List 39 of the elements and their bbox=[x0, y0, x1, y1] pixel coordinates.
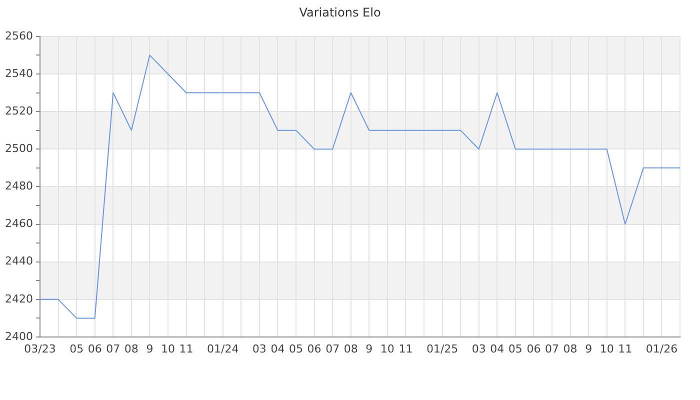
y-tick-label: 2440 bbox=[5, 254, 33, 268]
x-tick-label: 03/23 bbox=[24, 342, 56, 356]
x-tick-label: 08 bbox=[344, 342, 358, 356]
y-tick-label: 2500 bbox=[5, 142, 33, 155]
x-tick-label: 10 bbox=[161, 342, 175, 356]
x-tick-label: 11 bbox=[179, 342, 194, 356]
x-tick-label: 07 bbox=[326, 342, 340, 356]
x-tick-label: 11 bbox=[618, 342, 632, 356]
x-tick-label: 07 bbox=[545, 342, 559, 356]
x-tick-label: 04 bbox=[490, 342, 504, 356]
y-tick-label: 2520 bbox=[5, 104, 33, 118]
x-tick-label: 06 bbox=[88, 342, 102, 356]
x-tick-label: 9 bbox=[585, 342, 592, 356]
x-tick-label: 06 bbox=[307, 342, 322, 356]
x-tick-label: 01/24 bbox=[207, 342, 239, 356]
x-tick-label: 9 bbox=[146, 342, 154, 356]
x-tick-label: 10 bbox=[380, 342, 394, 356]
x-tick-label: 05 bbox=[289, 342, 303, 356]
x-tick-label: 10 bbox=[600, 342, 614, 356]
x-tick-label: 05 bbox=[508, 342, 522, 356]
x-tick-label: 04 bbox=[270, 342, 285, 356]
x-tick-label: 06 bbox=[526, 342, 541, 356]
x-tick-label: 01/25 bbox=[426, 342, 458, 356]
y-tick-label: 2480 bbox=[5, 180, 33, 193]
x-tick-label: 08 bbox=[124, 342, 138, 356]
x-tick-label: 01/26 bbox=[646, 342, 678, 356]
y-tick-label: 2560 bbox=[5, 29, 33, 42]
y-tick-label: 2400 bbox=[5, 330, 33, 343]
x-tick-label: 03 bbox=[252, 342, 266, 356]
y-tick-label: 2460 bbox=[5, 217, 33, 230]
chart-title: Variations Elo bbox=[299, 5, 381, 20]
x-tick-label: 07 bbox=[106, 342, 120, 356]
x-tick-label: 05 bbox=[70, 342, 84, 356]
y-tick-label: 2420 bbox=[5, 292, 33, 306]
y-tick-label: 2540 bbox=[5, 66, 33, 80]
x-tick-label: 03 bbox=[472, 342, 486, 356]
x-tick-label: 11 bbox=[398, 342, 413, 356]
x-tick-label: 9 bbox=[366, 342, 373, 356]
x-tick-label: 08 bbox=[563, 342, 578, 356]
